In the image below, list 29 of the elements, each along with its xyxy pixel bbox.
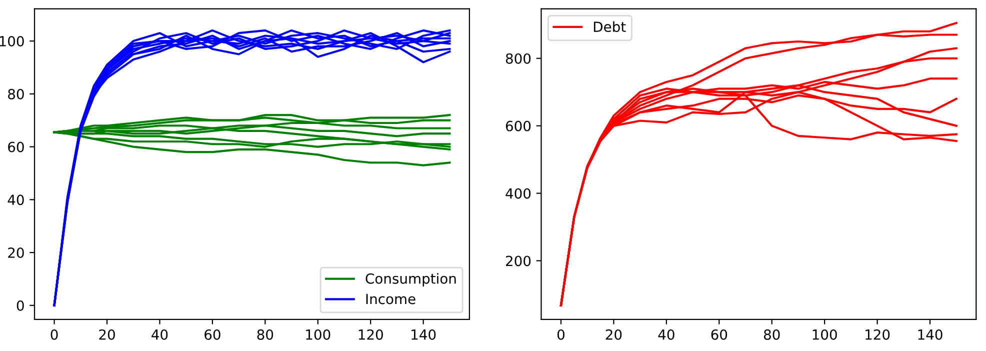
x-tick-label: 120 bbox=[866, 329, 890, 340]
x-tick-label: 60 bbox=[711, 329, 728, 340]
x-tick-label: 20 bbox=[606, 329, 622, 340]
x-tick-label: 140 bbox=[412, 329, 436, 340]
x-tick-label: 60 bbox=[204, 329, 220, 340]
legend-label: Consumption bbox=[366, 273, 456, 287]
y-tick-label: 40 bbox=[8, 194, 24, 206]
x-tick-label: 80 bbox=[257, 329, 274, 340]
x-tick-label: 100 bbox=[306, 329, 330, 340]
y-tick-label: 200 bbox=[506, 256, 531, 266]
legend-label: Income bbox=[366, 294, 416, 304]
y-tick-label: 100 bbox=[0, 36, 24, 46]
x-tick-label: 40 bbox=[658, 329, 674, 340]
x-tick-label: 80 bbox=[764, 329, 780, 340]
y-tick-label: 20 bbox=[8, 247, 24, 258]
y-tick-label: 80 bbox=[8, 88, 24, 100]
x-tick-label: 0 bbox=[50, 329, 58, 340]
x-tick-label: 120 bbox=[358, 329, 383, 340]
y-tick-label: 800 bbox=[506, 53, 531, 64]
x-tick-label: 40 bbox=[152, 329, 168, 340]
y-tick-label: 600 bbox=[506, 120, 531, 132]
x-tick-label: 100 bbox=[812, 329, 837, 340]
y-tick-label: 0 bbox=[16, 300, 24, 311]
y-tick-label: 60 bbox=[8, 142, 24, 152]
x-tick-label: 140 bbox=[918, 329, 942, 340]
legend-label: Debt bbox=[594, 21, 626, 32]
y-tick-label: 400 bbox=[506, 188, 531, 199]
x-tick-label: 0 bbox=[557, 329, 564, 340]
x-tick-label: 20 bbox=[99, 329, 115, 340]
